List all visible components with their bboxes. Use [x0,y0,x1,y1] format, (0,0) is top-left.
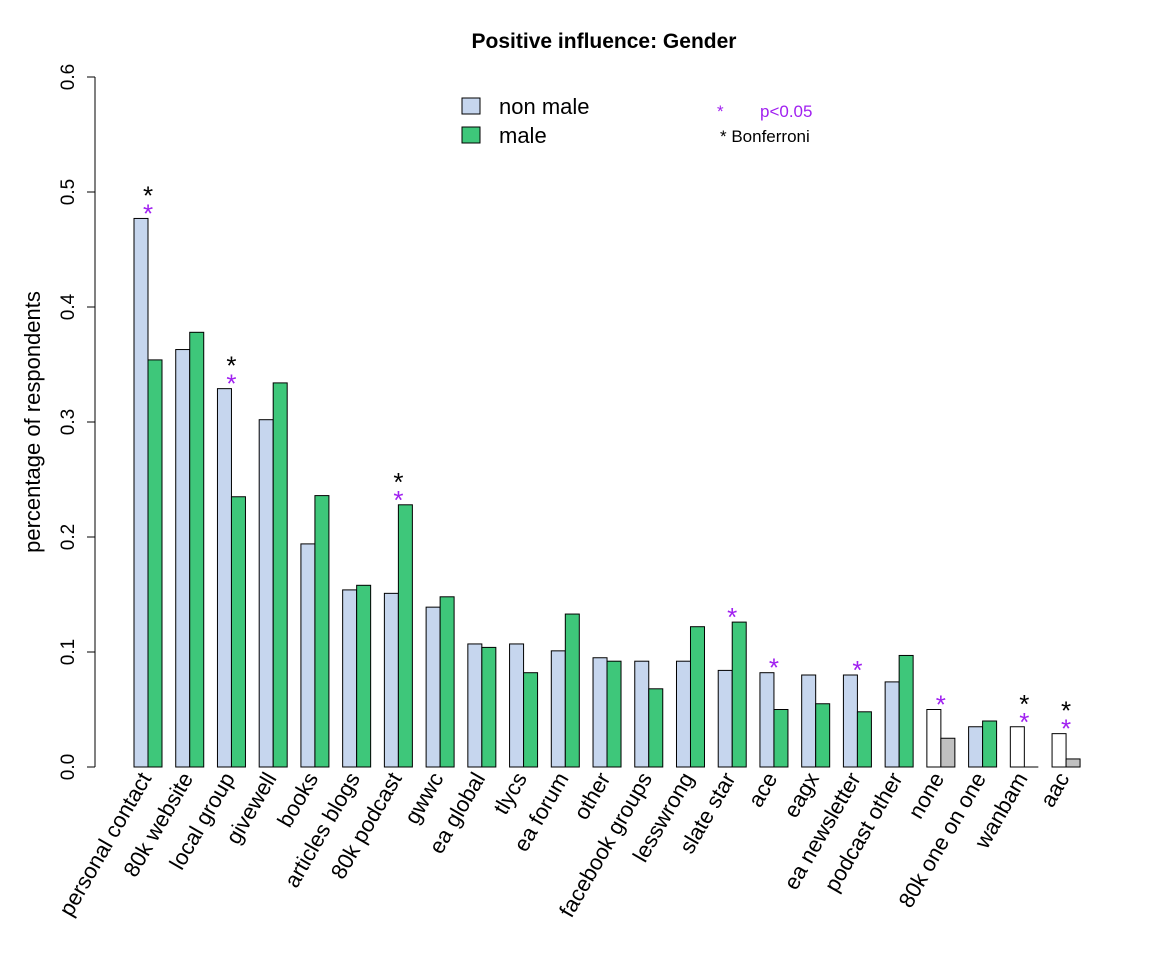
bar-male-slate-star [731,621,747,768]
bar-non-male-other [592,657,608,768]
bar-male-podcast-other [898,654,914,768]
bar-male-articles-blogs [356,584,372,768]
x-tick-label-aac: aac [1035,768,1074,811]
bar-non-male-articles-blogs [342,589,358,768]
sig-p05-marker-ea-newsletter: * [852,655,862,685]
y-tick-label: 0.2 [58,524,79,550]
y-tick-label: 0.0 [58,754,79,780]
y-tick-label: 0.6 [58,64,79,90]
chart-title: Positive influence: Gender [472,30,737,53]
bar-male-80k-website [189,331,205,768]
y-axis-label: percentage of respondents [20,291,45,553]
bar-male-facebook-groups [648,688,664,768]
bar-non-male-gwwc [425,606,441,768]
legend-label-non-male: non male [499,94,590,119]
sig-p05-marker-ace: * [769,653,779,683]
bar-non-male-podcast-other [884,681,900,768]
bar-male-none [940,737,956,768]
sig-p05-marker-wanbam: * [1019,707,1029,737]
x-tick-label-ace: ace [743,768,782,811]
bar-non-male-wanbam [1009,726,1025,768]
bar-male-80k-podcast [397,504,413,768]
sig-p05-marker-slate-star: * [727,602,737,632]
bar-non-male-ea-forum [550,650,566,768]
sig-bonferroni-marker-personal-contact: * [143,180,153,210]
bar-male-ea-global [481,646,497,768]
bar-non-male-80k-one-on-one [968,726,984,768]
bar-non-male-80k-website [175,349,191,768]
bar-non-male-givewell [258,419,274,768]
bar-non-male-aac [1051,733,1067,768]
x-tick-label-tlycs: tlycs [488,768,532,819]
sig-bonferroni-marker-local-group: * [226,351,236,381]
bar-male-personal-contact [147,359,163,768]
sig-p05-marker-personal-contact: * [143,198,153,228]
bar-non-male-eagx [801,674,817,768]
significance-legend: * p<0.05 * Bonferroni [717,102,812,146]
y-tick-label: 0.3 [58,409,79,435]
bar-male-ace [773,709,789,768]
sig-bonferroni-marker-80k-podcast: * [393,467,403,497]
bar-non-male-books [300,543,316,768]
bar-male-givewell [272,382,288,768]
bar-non-male-personal-contact [133,217,149,768]
bar-male-ea-newsletter [856,711,872,768]
bar-non-male-tlycs [509,643,525,768]
y-tick-label: 0.4 [58,293,79,320]
y-axis: 0.0 0.1 0.2 0.3 0.4 0.5 0.6 [58,64,96,780]
y-tick-label: 0.5 [58,179,79,205]
bar-non-male-80k-podcast [383,592,399,768]
sig-bonferroni-marker-aac: * [1061,696,1071,726]
bar-non-male-lesswrong [675,660,691,768]
bar-male-lesswrong [689,626,705,768]
sig-p05-marker-local-group: * [226,369,236,399]
bar-male-ea-forum [564,613,580,768]
bar-male-gwwc [439,596,455,768]
bar-non-male-slate-star [717,669,733,768]
sig-p05-marker-aac: * [1061,714,1071,744]
sig-bonferroni-marker-wanbam: * [1019,689,1029,719]
sig-legend-bonferroni-label: * Bonferroni [720,127,810,146]
bar-male-tlycs [523,672,539,768]
bar-male-eagx [815,703,831,768]
bar-non-male-local-group [216,388,232,768]
legend: non male male [461,94,590,148]
bar-non-male-ea-newsletter [842,674,858,768]
sig-legend-p05-label: p<0.05 [760,102,812,121]
significance-markers: ******** ****** [143,180,1071,743]
bar-male-80k-one-on-one [982,720,998,768]
bar-non-male-ea-global [467,643,483,768]
bar-male-local-group [230,496,246,768]
y-tick-label: 0.1 [58,639,79,665]
bar-non-male-facebook-groups [634,660,650,768]
bar-male-books [314,495,330,768]
bar-male-other [606,660,622,768]
legend-swatch-male [461,126,481,144]
legend-swatch-non-male [461,97,481,115]
legend-label-male: male [499,123,547,148]
bar-male-aac [1065,758,1081,768]
sig-legend-marker: * [717,102,724,121]
bars [133,217,1081,768]
sig-p05-marker-none: * [936,690,946,720]
bar-non-male-ace [759,672,775,768]
sig-p05-marker-80k-podcast: * [393,485,403,515]
